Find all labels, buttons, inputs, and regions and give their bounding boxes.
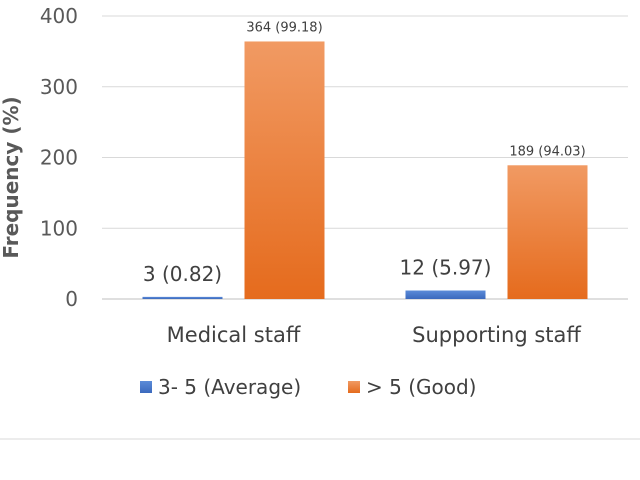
legend-swatch (140, 381, 152, 393)
data-label: 3 (0.82) (143, 262, 222, 286)
y-tick-label: 0 (65, 287, 78, 311)
y-tick-label: 400 (40, 4, 78, 28)
x-category-label: Supporting staff (412, 323, 581, 347)
bar-average-supporting (405, 290, 486, 299)
legend: 3- 5 (Average) > 5 (Good) (140, 375, 476, 399)
data-label: 12 (5.97) (400, 256, 492, 280)
legend-label: 3- 5 (Average) (158, 375, 301, 399)
data-labels: 3 (0.82) 364 (99.18) 12 (5.97) 189 (94.03) (143, 20, 586, 285)
y-axis: 0 100 200 300 400 (40, 4, 78, 311)
x-axis: Medical staff Supporting staff (167, 323, 582, 347)
y-tick-label: 100 (40, 216, 78, 240)
bar-average-medical (142, 296, 223, 299)
bars (142, 41, 588, 299)
y-tick-label: 200 (40, 146, 78, 170)
y-tick-label: 300 (40, 75, 78, 99)
legend-label: > 5 (Good) (366, 375, 476, 399)
bar-good-medical (244, 41, 325, 299)
data-label: 364 (99.18) (246, 20, 322, 35)
x-category-label: Medical staff (167, 323, 301, 347)
data-label: 189 (94.03) (509, 144, 585, 159)
legend-swatch (348, 381, 360, 393)
bar-good-supporting (507, 165, 588, 299)
y-axis-label: Frequency (%) (0, 96, 23, 258)
